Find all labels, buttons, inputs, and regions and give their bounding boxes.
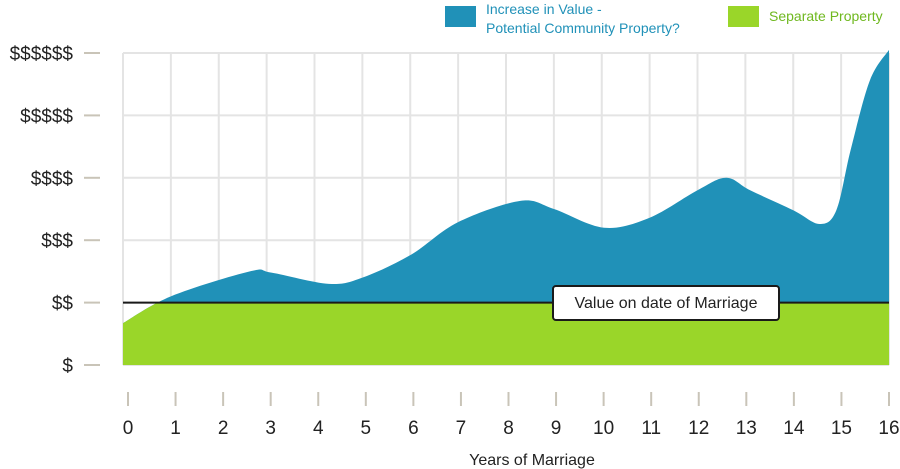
x-tick-label: 15 [831, 418, 852, 439]
x-tick-label: 4 [313, 418, 324, 439]
legend-label-separate: Separate Property [769, 8, 883, 24]
y-tick-label: $$$$$$ [10, 44, 74, 65]
x-tick-label: 6 [408, 418, 419, 439]
x-tick-label: 9 [551, 418, 562, 439]
x-tick-label: 11 [641, 418, 661, 439]
x-tick-label: 13 [736, 418, 757, 439]
legend-swatch-increase [445, 6, 476, 27]
legend-label-line2: Potential Community Property? [486, 20, 680, 36]
x-tick-label: 10 [593, 418, 614, 439]
x-tick-label: 3 [265, 418, 276, 439]
y-tick-label: $ [62, 356, 73, 377]
x-tick-label: 14 [783, 418, 805, 439]
legend-swatch-separate [728, 6, 759, 27]
y-tick-label: $$$$ [31, 169, 74, 190]
x-axis-label: Years of Marriage [469, 452, 595, 469]
x-tick-label: 8 [503, 418, 514, 439]
legend-label-line1: Increase in Value - [486, 1, 602, 17]
y-tick-label: $$$ [41, 231, 73, 252]
x-tick-label: 1 [170, 418, 181, 439]
x-tick-label: 16 [878, 418, 899, 439]
annotation-box [552, 285, 780, 321]
legend-item-increase: Increase in Value - Potential Community … [445, 0, 680, 38]
x-tick-label: 2 [218, 418, 229, 439]
x-tick-label: 12 [688, 418, 709, 439]
legend-item-separate: Separate Property [728, 6, 883, 27]
legend-label-increase: Increase in Value - Potential Community … [486, 0, 680, 38]
y-tick-label: $$$$$ [20, 106, 73, 127]
x-tick-label: 7 [456, 418, 467, 439]
x-tick-label: 0 [123, 418, 134, 439]
annotation-label: Value on date of Marriage [575, 295, 758, 312]
x-tick-label: 5 [361, 418, 372, 439]
y-tick-label: $$ [52, 294, 74, 315]
